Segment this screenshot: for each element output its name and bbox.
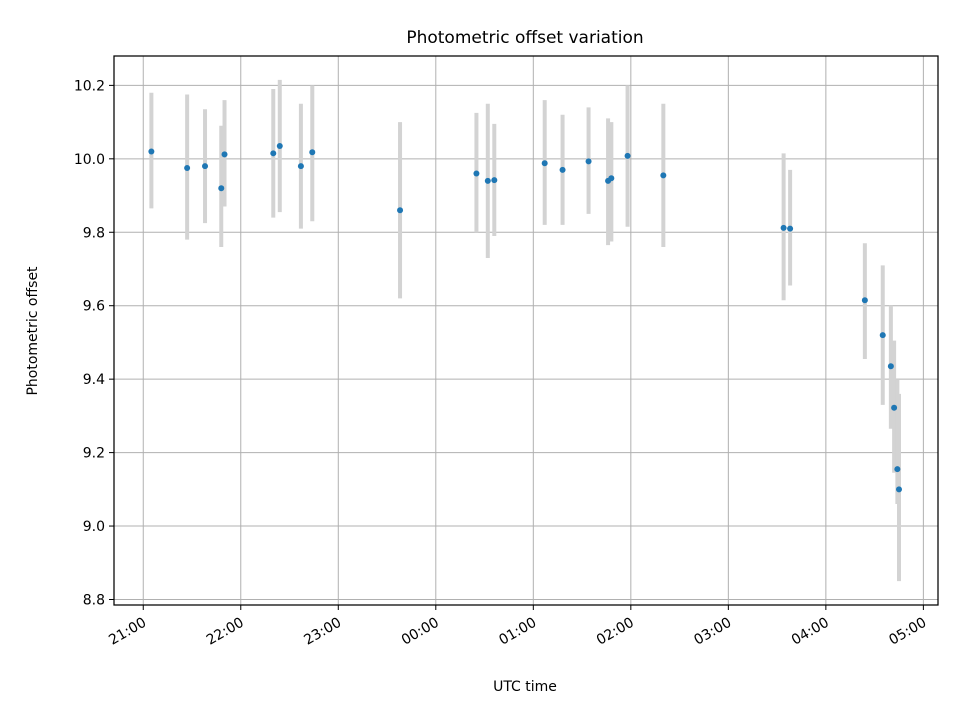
data-point: [895, 486, 902, 493]
data-point: [218, 185, 225, 192]
data-point: [397, 207, 404, 214]
data-point: [276, 142, 283, 149]
y-tick-label: 8.8: [83, 592, 105, 608]
data-point: [660, 172, 667, 179]
plot-frame: [113, 55, 939, 606]
chart-title: Photometric offset variation: [406, 28, 643, 48]
y-tick-label: 10.0: [74, 152, 105, 168]
data-point: [184, 165, 191, 172]
y-axis-ticks: 8.8 9.0 9.2 9.4 9.6 9.8 10.0 10.2: [74, 78, 114, 608]
data-point: [297, 163, 304, 170]
data-point: [559, 166, 566, 173]
data-point: [484, 177, 491, 184]
data-point: [887, 363, 894, 370]
grid: [114, 56, 938, 605]
data-point: [585, 158, 592, 165]
data-points: [148, 142, 902, 493]
data-point: [894, 466, 901, 473]
data-point: [787, 225, 794, 232]
data-point: [148, 148, 155, 155]
data-point: [780, 224, 787, 231]
data-point: [624, 152, 631, 159]
y-axis-label: Photometric offset: [25, 266, 41, 396]
y-tick-label: 10.2: [74, 78, 105, 94]
data-point: [309, 149, 316, 156]
data-point: [221, 151, 228, 158]
data-point: [491, 177, 498, 184]
data-point: [861, 297, 868, 304]
y-tick-label: 9.2: [83, 446, 105, 462]
y-tick-label: 9.6: [83, 299, 105, 315]
data-point: [608, 175, 615, 182]
data-point: [541, 160, 548, 167]
x-axis-label: UTC time: [493, 679, 557, 695]
data-point: [270, 150, 277, 157]
data-point: [202, 163, 209, 170]
y-tick-label: 9.8: [83, 225, 105, 241]
data-point: [891, 404, 898, 411]
y-tick-label: 9.4: [83, 372, 105, 388]
y-tick-label: 9.0: [83, 519, 105, 535]
data-point: [473, 170, 480, 177]
data-point: [879, 332, 886, 339]
